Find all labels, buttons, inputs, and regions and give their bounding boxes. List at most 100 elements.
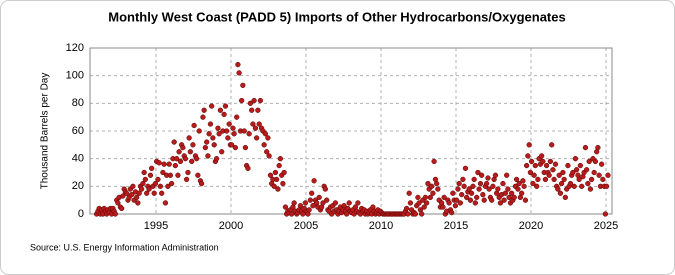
data-point [277,156,284,162]
data-point [165,183,171,189]
data-point [136,190,142,196]
y-tick-label: 0 [78,208,84,220]
data-point [251,97,257,104]
data-point [513,176,520,183]
data-point [549,142,555,148]
x-tick-label: 1995 [144,220,168,232]
data-point [600,176,606,183]
data-point [495,186,501,192]
data-point [320,200,326,206]
data-point [591,169,597,176]
data-point [457,200,464,206]
data-point [300,211,306,217]
data-point [250,121,256,127]
data-point [291,200,297,206]
data-point [176,149,182,155]
data-point [257,97,264,104]
data-point [519,190,525,196]
data-point [415,194,421,201]
x-tick-label: 2015 [444,220,468,232]
data-point [316,194,322,201]
data-point [470,183,476,189]
data-point [412,211,419,217]
data-point [210,135,216,141]
data-point [520,178,526,184]
data-point [226,121,232,127]
data-point [460,176,466,183]
data-point [462,165,469,172]
data-point [446,200,452,206]
data-point [449,209,455,216]
data-point [586,158,592,165]
data-point [311,178,317,184]
data-point [151,190,157,196]
data-point [481,197,487,203]
data-point [129,191,135,198]
data-point [552,161,559,167]
data-point [492,172,499,178]
data-point [276,162,282,169]
data-point [502,190,509,196]
data-point [344,211,350,217]
data-point [464,194,470,201]
data-point [247,100,254,106]
data-point [189,158,195,165]
data-point [219,149,225,155]
data-point [521,183,527,189]
data-point [596,172,602,178]
x-tick-label: 2000 [219,220,243,232]
data-point [582,144,589,151]
data-point [155,176,161,183]
data-point [171,139,177,145]
data-point [605,172,611,178]
data-point [425,180,431,187]
data-point [341,203,347,209]
data-point [471,176,477,183]
data-point [485,175,491,181]
data-point [466,186,472,192]
data-point [135,200,141,206]
data-point [355,200,361,206]
data-point [472,200,479,206]
data-point [177,158,184,165]
y-tick-label: 120 [66,42,84,54]
data-point [213,156,220,162]
data-point [224,128,230,134]
data-point [275,186,281,192]
data-point [475,169,481,176]
data-point [207,121,214,127]
data-point [576,176,582,183]
data-point [422,194,429,201]
data-point [249,107,255,113]
data-point [332,200,339,206]
source: Source: U.S. Energy Information Administ… [30,242,219,252]
data-point [489,197,495,203]
data-point [265,135,271,141]
data-point [497,200,504,206]
data-point [191,122,197,129]
data-point [577,162,583,169]
data-point [182,156,189,162]
data-point [556,172,562,178]
data-point [551,176,557,183]
data-point [241,128,247,134]
data-point [201,107,207,113]
data-point [307,197,314,203]
data-point [588,176,595,183]
data-point [185,169,191,176]
data-point [119,205,125,212]
data-point [500,180,506,187]
data-point [273,176,280,183]
data-point [504,172,510,178]
data-point [271,183,277,189]
x-tick-label: 2010 [369,220,393,232]
data-point [531,172,537,178]
x-tick-label: 2005 [294,220,318,232]
data-point [281,169,287,176]
data-point [168,180,175,187]
data-point [280,180,286,187]
data-point [152,180,159,187]
data-point [255,107,261,113]
data-point [216,131,222,137]
data-point [587,186,594,192]
